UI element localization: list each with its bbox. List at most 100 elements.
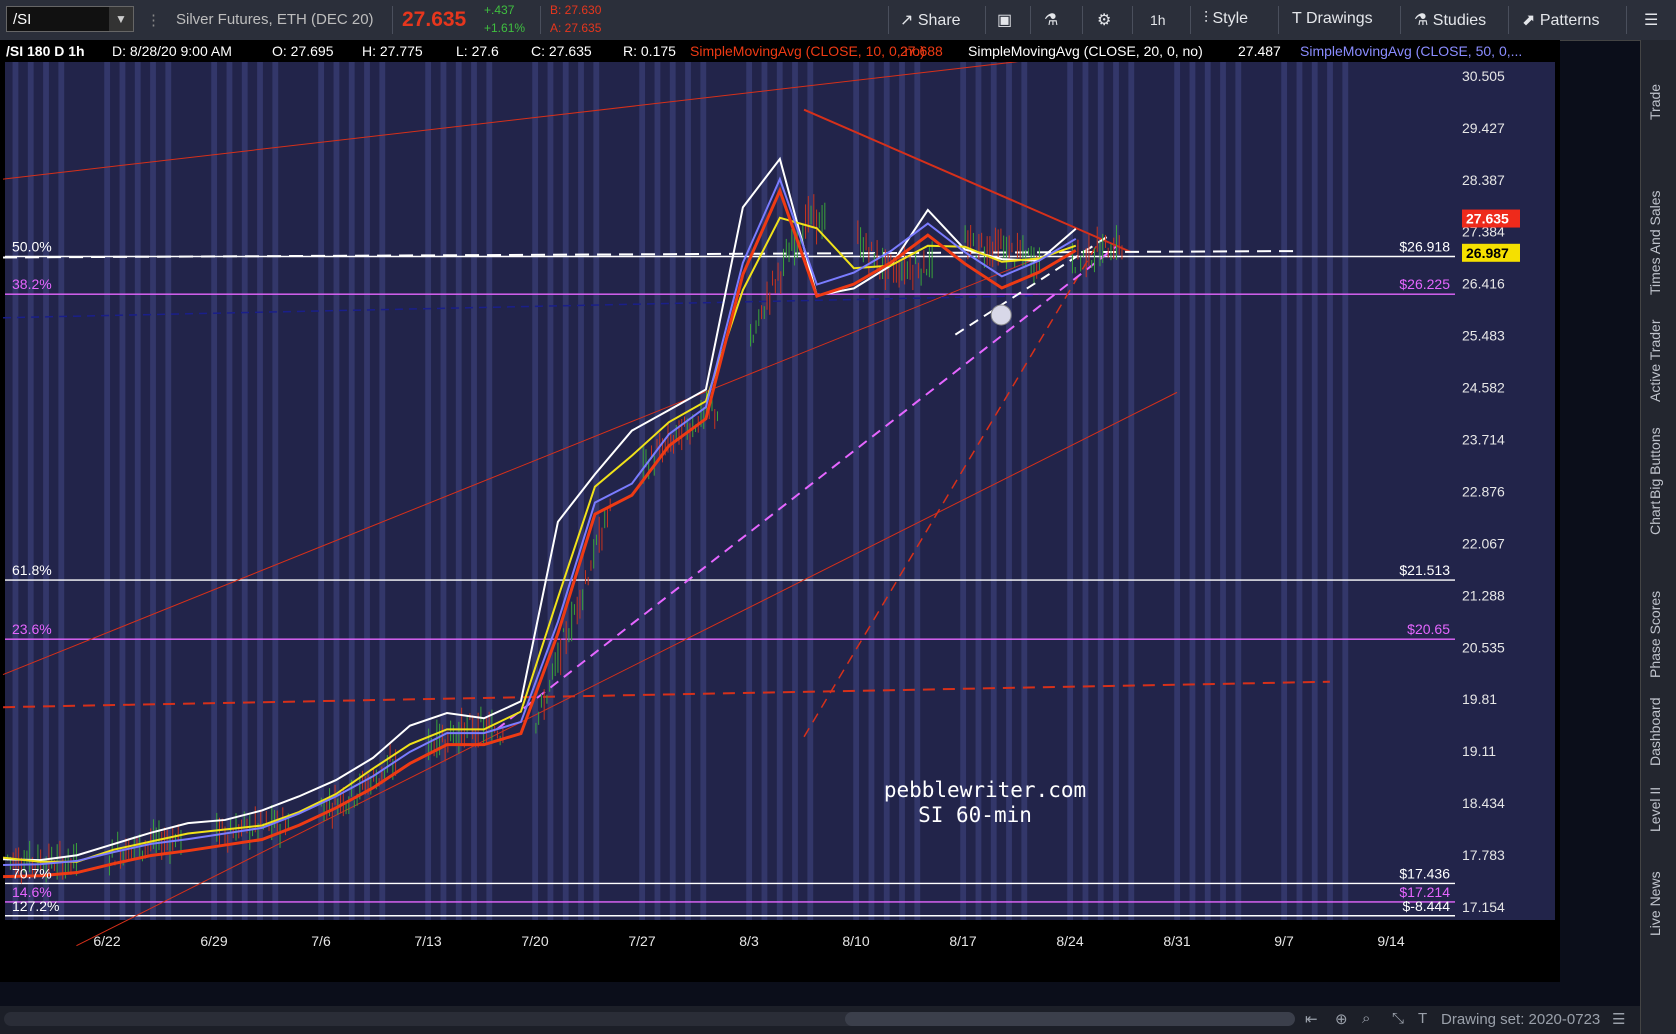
session-stripe [1097, 62, 1104, 920]
zoom-out-icon[interactable]: ⇤ [1305, 1011, 1318, 1028]
gear-icon[interactable]: ⚙ [1097, 12, 1112, 29]
bar-date: D: 8/28/20 9:00 AM [112, 43, 232, 59]
axes [1555, 62, 1560, 982]
menu-icon[interactable]: ☰ [1644, 12, 1659, 29]
sma-series-line [2, 216, 1077, 863]
watermark-line-1: pebblewriter.com [884, 778, 1086, 802]
timeframe-button[interactable]: 1h [1150, 12, 1166, 28]
sma50-label: SimpleMovingAvg (CLOSE, 50, 0,... [1300, 43, 1523, 59]
fib-level-label: 61.8% [12, 562, 52, 578]
y-tick-label: 26.416 [1462, 276, 1505, 292]
fib-level-price: $26.225 [1399, 276, 1450, 292]
scrollbar-thumb[interactable] [845, 1012, 1295, 1026]
session-stripe [1174, 62, 1181, 920]
chevron-down-icon[interactable]: ▼ [109, 7, 133, 31]
y-tick-label: 23.714 [1462, 431, 1505, 447]
y-tick-label: 27.384 [1462, 224, 1505, 240]
session-stripe [1006, 62, 1012, 920]
rail-tab-times-and-sales[interactable]: Times And Sales [1647, 190, 1663, 295]
flex-grid-icon[interactable]: ▣ [997, 12, 1013, 29]
session-stripe [211, 62, 218, 920]
right-sidebar: Trade Times And Sales Active Trader Big But… [1640, 40, 1676, 1034]
x-tick-label: 9/7 [1274, 933, 1294, 949]
watermark-line-2: SI 60-min [918, 803, 1032, 827]
session-stripe [1311, 62, 1318, 920]
last-price-tag [1462, 209, 1520, 228]
session-stripe [899, 62, 905, 920]
rail-tab-dashboard[interactable]: Dashboard [1647, 697, 1663, 767]
fib-level-label: 23.6% [12, 621, 52, 637]
y-tick-label: 30.505 [1462, 68, 1505, 84]
session-stripe [761, 62, 768, 920]
fibonacci-labels: 50.0% $26.918 38.2% $26.225 61.8% $21.513 23.6… [12, 238, 1450, 913]
rail-tab-level-ii[interactable]: Level II [1647, 786, 1663, 832]
y-tick-label: 29.427 [1462, 120, 1505, 136]
patterns-icon: ⬈ [1522, 12, 1540, 29]
price-tags: 27.635 26.987 [1462, 209, 1520, 262]
level-tag-text: 26.987 [1466, 245, 1509, 261]
sma10-value: 27.688 [900, 43, 943, 59]
x-tick-label: 7/13 [414, 933, 441, 949]
crosshair-icon[interactable]: ⊕ [1335, 1011, 1348, 1028]
rail-tab-trade[interactable]: Trade [1647, 83, 1663, 120]
session-stripe [883, 62, 890, 920]
session-stripe [150, 62, 156, 920]
red-dashed-support [803, 238, 1102, 738]
sma-series-line [3, 176, 1077, 867]
patterns-button[interactable]: ⬈ Patterns [1522, 12, 1600, 29]
drawings-button[interactable]: T Drawings [1292, 10, 1373, 27]
rail-tab-phase-scores[interactable]: Phase Scores [1647, 590, 1663, 678]
share-button[interactable]: ↗ Share [900, 12, 961, 29]
x-tick-label: 6/29 [200, 933, 227, 949]
rail-tab-chart[interactable]: Chart [1647, 500, 1663, 535]
fib-level-price: $17.436 [1399, 865, 1450, 881]
x-tick-label: 7/27 [628, 933, 655, 949]
flask-icon[interactable]: ⚗ [1044, 12, 1059, 29]
bar-close: C: 27.635 [531, 43, 592, 59]
y-tick-label: 24.582 [1462, 380, 1505, 396]
last-price: 27.635 [402, 8, 467, 31]
menu-icon[interactable]: ☰ [1612, 1011, 1626, 1028]
session-stripe [486, 62, 493, 920]
price-chart[interactable]: pebblewriter.com SI 60-min 50.0% $26.918 3… [0, 62, 1560, 982]
x-tick-label: 8/24 [1056, 933, 1083, 949]
fib-level-price: $20.65 [1407, 621, 1450, 637]
channel-top-line [2, 62, 1019, 180]
session-stripe [1235, 62, 1242, 920]
rail-tab-live-news[interactable]: Live News [1647, 871, 1663, 936]
session-stripe [1067, 62, 1074, 920]
drawing-set-label[interactable]: Drawing set: 2020-0723 [1441, 1011, 1601, 1028]
session-stripe [12, 62, 19, 920]
last-price-tag-text: 27.635 [1466, 211, 1509, 227]
x-tick-label: 8/10 [842, 933, 869, 949]
style-button[interactable]: ⫶ Style [1204, 10, 1249, 27]
link-icon[interactable]: ⋮ [146, 12, 161, 29]
session-stripe [669, 62, 676, 920]
fib-level-price: $21.513 [1399, 562, 1450, 578]
symbol-input[interactable]: /SI ▼ [6, 6, 134, 32]
studies-button[interactable]: ⚗ Studies [1414, 12, 1487, 29]
session-stripe [776, 62, 783, 920]
text-tool-icon[interactable]: T [1418, 1010, 1428, 1027]
fib-level-price: $-8.444 [1403, 898, 1451, 914]
magnifier-icon[interactable]: ⌕ [1362, 1010, 1371, 1027]
fib-level-label: 70.7% [12, 865, 52, 881]
fib-level-label: 50.0% [12, 238, 52, 254]
y-tick-label: 19.81 [1462, 691, 1497, 707]
session-stripe [639, 62, 646, 920]
session-stripe [318, 62, 325, 920]
rail-tab-active-trader[interactable]: Active Trader [1647, 319, 1663, 402]
x-axis-labels: 6/22 6/29 7/6 7/13 7/20 7/27 8/3 8/10 8/17 8/24 8/… [93, 933, 1404, 949]
session-stripe [685, 62, 691, 920]
session-stripe [348, 62, 355, 920]
level-tag [1462, 243, 1520, 262]
rail-tab-big-buttons[interactable]: Big Buttons [1647, 427, 1663, 499]
sma20-label: SimpleMovingAvg (CLOSE, 20, 0, no) [968, 43, 1203, 59]
bid-price: B: 27.630 [550, 3, 602, 17]
fib-level-label: 38.2% [12, 276, 52, 292]
zoom-icon[interactable]: ⤡ [1392, 1010, 1405, 1027]
sma-slow-line [3, 186, 1077, 879]
y-tick-label: 22.067 [1462, 535, 1505, 551]
x-tick-label: 8/17 [949, 933, 976, 949]
session-stripe [1296, 62, 1303, 920]
